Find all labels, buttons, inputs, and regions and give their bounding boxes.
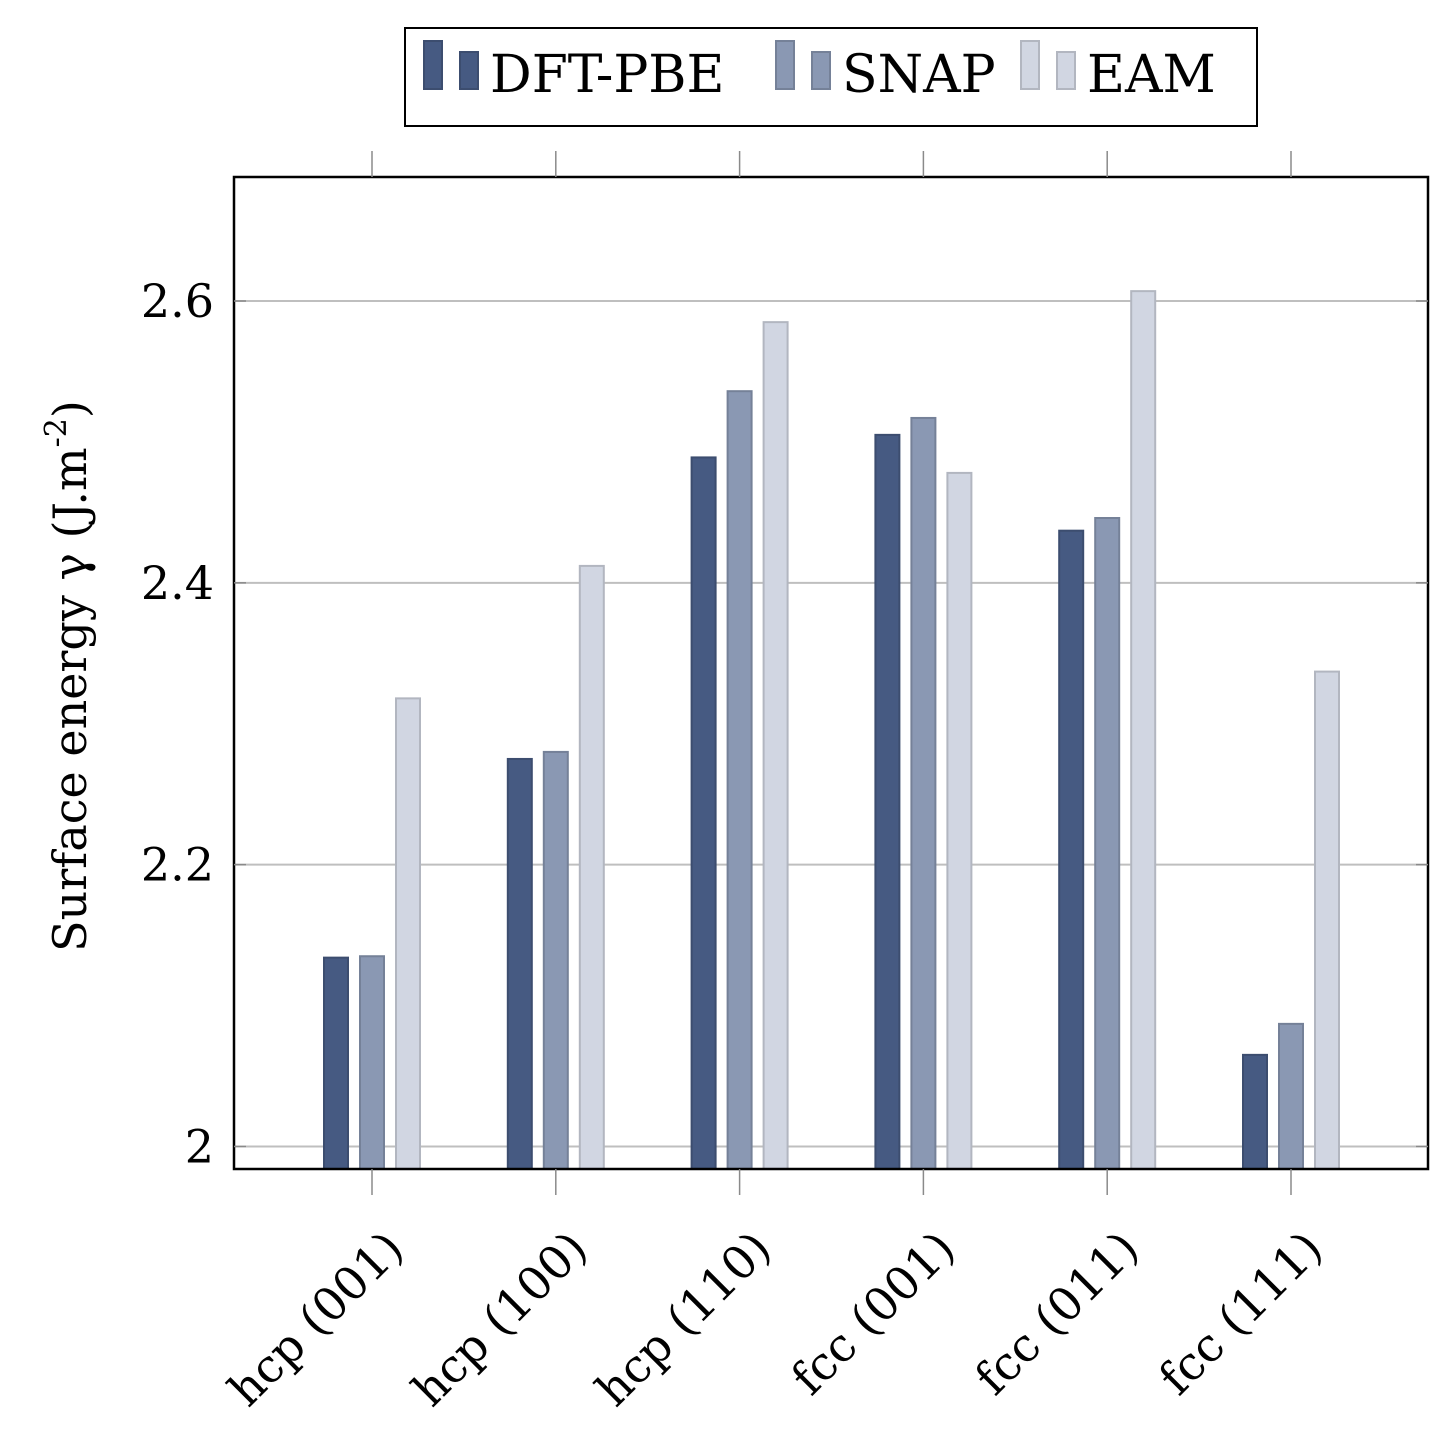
y-tick-label: 2.4 — [141, 556, 214, 610]
y-tick-label: 2 — [185, 1119, 214, 1173]
legend-swatch — [811, 51, 831, 90]
bar-eam-2 — [578, 564, 605, 1170]
legend-swatch — [423, 40, 443, 90]
legend-swatch — [1020, 40, 1040, 90]
bar-dft-pbe-3 — [690, 456, 717, 1170]
y-tick-label: 2.2 — [141, 838, 214, 892]
legend-swatch — [775, 40, 795, 90]
x-tick-label: fcc (011) — [965, 1221, 1149, 1405]
bar-snap-1 — [359, 955, 385, 1171]
bar-dft-pbe-4 — [874, 433, 901, 1170]
x-tick-labels: hcp (001)hcp (100)hcp (110) fcc (001) fcc … — [218, 1221, 1333, 1417]
bar-eam-3 — [762, 321, 789, 1170]
bar-eam-5 — [1130, 290, 1157, 1170]
grid-lines — [234, 300, 1428, 1148]
legend: DFT-PBE SNAP EAM — [404, 27, 1258, 127]
x-tick-label: fcc (111) — [1148, 1221, 1332, 1405]
bar-eam-4 — [946, 471, 973, 1170]
bar-snap-3 — [726, 390, 753, 1170]
bar-dft-pbe-5 — [1058, 529, 1085, 1170]
bars — [323, 290, 1340, 1171]
bar-dft-pbe-1 — [323, 956, 349, 1170]
legend-swatch — [1056, 51, 1076, 90]
legend-label: SNAP — [842, 45, 996, 105]
legend-swatch — [459, 51, 479, 90]
x-tick-label: fcc (001) — [781, 1221, 965, 1405]
bar-snap-6 — [1278, 1022, 1304, 1171]
x-tick-label: hcp (001) — [218, 1221, 414, 1417]
bar-eam-6 — [1314, 670, 1340, 1170]
y-tick-label: 2.6 — [141, 274, 214, 328]
x-tick-label: hcp (110) — [585, 1221, 781, 1417]
legend-label: DFT-PBE — [490, 45, 724, 105]
axis-ticks — [234, 151, 1428, 1195]
x-tick-label: hcp (100) — [402, 1221, 598, 1417]
legend-item-snap: SNAP — [775, 40, 996, 105]
y-axis-label: Surface energy γ (J.m-2) — [39, 400, 97, 952]
plot-frame — [232, 175, 1430, 1171]
bar-snap-5 — [1094, 517, 1121, 1170]
bar-dft-pbe-6 — [1242, 1053, 1268, 1171]
legend-item-eam: EAM — [1020, 40, 1216, 105]
bar-snap-2 — [542, 750, 569, 1171]
legend-item-dft-pbe: DFT-PBE — [423, 40, 724, 105]
bar-dft-pbe-2 — [506, 757, 533, 1170]
legend-label: EAM — [1087, 45, 1216, 105]
bar-snap-4 — [910, 416, 937, 1171]
bar-eam-1 — [395, 697, 421, 1170]
y-tick-labels: 2 2.2 2.4 2.6 — [141, 274, 214, 1173]
